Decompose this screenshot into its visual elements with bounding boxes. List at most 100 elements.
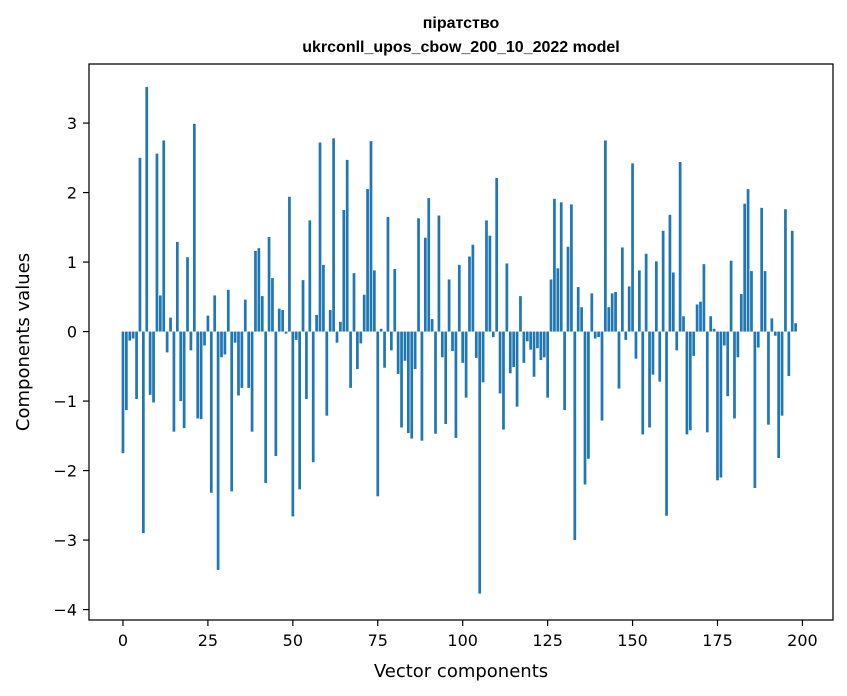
bar [498, 331, 502, 394]
bar [692, 331, 696, 356]
bar [661, 230, 665, 332]
bar [209, 331, 213, 493]
bar [461, 331, 465, 363]
chart-title-line2: ukrconll_upos_cbow_200_10_2022 model [302, 39, 619, 56]
x-tick-label: 200 [787, 631, 818, 650]
bar [495, 177, 499, 332]
bar [767, 331, 770, 425]
bar [790, 230, 794, 332]
bar [502, 331, 505, 430]
bar [553, 198, 556, 332]
bar [342, 209, 346, 332]
bar [583, 331, 587, 485]
bar [260, 296, 264, 332]
bar [121, 331, 125, 454]
x-tick-label: 125 [532, 631, 563, 650]
bar [294, 331, 298, 340]
bar [678, 162, 682, 332]
bar [339, 321, 342, 332]
bar [478, 331, 482, 594]
bar [420, 331, 424, 441]
bar [471, 244, 475, 332]
bar [573, 331, 577, 541]
x-tick-label: 25 [198, 631, 218, 650]
bar [464, 331, 468, 398]
bar [468, 256, 471, 332]
y-tick-label: −1 [53, 392, 77, 411]
bar [410, 331, 414, 439]
bar [750, 271, 753, 332]
bar [587, 331, 590, 459]
bar [525, 331, 529, 342]
bar [288, 196, 291, 332]
y-axis-ticks: −4 −3 −2 −1 0 1 2 3 [53, 114, 89, 620]
bar [125, 331, 128, 411]
bar [440, 331, 444, 358]
bar [753, 331, 757, 488]
bar [179, 331, 183, 402]
bar [505, 263, 509, 332]
bar [736, 331, 740, 358]
bar [777, 331, 780, 459]
x-tick-label: 50 [283, 631, 303, 650]
bar [206, 315, 210, 332]
bar [315, 314, 318, 332]
bar [393, 269, 397, 332]
bar [515, 331, 519, 407]
bar [226, 289, 230, 332]
bar [556, 268, 560, 332]
y-tick-label: 2 [67, 184, 77, 203]
bar [230, 331, 234, 492]
bar [427, 198, 431, 332]
y-tick-label: −3 [53, 531, 77, 550]
bar [223, 331, 227, 355]
bar [508, 331, 512, 374]
bar [396, 331, 400, 374]
bar [135, 331, 138, 399]
x-tick-label: 0 [118, 631, 128, 650]
bar [128, 331, 132, 341]
bar [250, 331, 254, 432]
bar [634, 331, 638, 359]
bar [162, 140, 166, 332]
bar [474, 331, 478, 358]
bar [590, 293, 594, 332]
bar [644, 253, 648, 332]
bar [325, 331, 329, 416]
bar [417, 218, 420, 332]
x-axis-ticks: 0 25 50 75 100 125 150 175 200 [118, 620, 818, 650]
bar [413, 331, 417, 370]
bar [332, 138, 335, 332]
y-tick-label: 1 [67, 253, 77, 272]
bar [277, 308, 281, 332]
bar [366, 189, 369, 332]
x-axis-label: Vector components [374, 661, 548, 682]
bar [383, 331, 386, 368]
bar [536, 331, 539, 349]
bar [196, 331, 200, 419]
bar [301, 280, 305, 332]
bar [145, 86, 149, 332]
bar [447, 279, 451, 332]
bar [607, 307, 611, 332]
bar [237, 331, 240, 396]
bar [257, 248, 261, 332]
chart-title-line1: піратство [423, 15, 500, 32]
bar [274, 331, 278, 456]
bar [240, 331, 244, 388]
bar [406, 331, 410, 434]
bar [182, 331, 186, 429]
bar [481, 331, 485, 383]
bar [716, 331, 719, 481]
bar [386, 216, 390, 332]
bar [430, 319, 434, 332]
bar [699, 301, 702, 332]
bar [328, 310, 332, 332]
bar [356, 331, 359, 370]
bar [291, 331, 295, 517]
bar [373, 270, 376, 332]
bar [379, 328, 383, 332]
bar [709, 316, 713, 332]
bar [739, 294, 743, 332]
bar [519, 296, 522, 332]
